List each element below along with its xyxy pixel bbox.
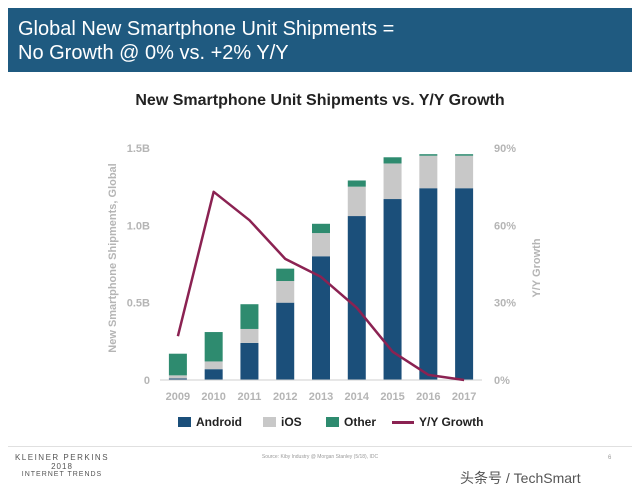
bar-ios-2011 [240, 328, 259, 343]
bar-ios-2014 [347, 186, 366, 217]
bar-android-2017 [455, 188, 474, 380]
brand-line-1: KLEINER PERKINS [14, 453, 110, 462]
bar-other-2016 [419, 154, 438, 156]
bar-android-2015 [383, 199, 402, 380]
bar-other-2010 [204, 332, 223, 362]
bar-android-2009 [168, 378, 187, 380]
bar-other-2012 [276, 268, 295, 282]
legend-line-yy-growth [392, 420, 414, 424]
bar-other-2011 [240, 304, 259, 329]
x-tick-label: 2009 [166, 391, 190, 403]
bar-ios-2010 [204, 361, 223, 370]
y-tick-label: 1.5B [127, 143, 150, 155]
bar-ios-2015 [383, 163, 402, 200]
y-tick-label: 0 [144, 375, 150, 387]
bar-ios-2017 [455, 155, 474, 189]
brand-line-3: INTERNET TRENDS [21, 471, 103, 478]
bar-android-2011 [240, 342, 259, 380]
bar-android-2010 [204, 369, 223, 380]
x-tick-label: 2017 [452, 391, 476, 403]
legend-swatch-other [326, 417, 339, 427]
bar-other-2014 [347, 180, 366, 187]
bar-ios-2016 [419, 155, 438, 189]
bar-android-2012 [276, 302, 295, 380]
y2-tick-label: 60% [494, 220, 516, 232]
bar-android-2013 [312, 256, 330, 380]
bar-ios-2009 [168, 375, 187, 379]
source-note: Source: Kiby Industry @ Morgan Stanley (… [261, 454, 379, 460]
bar-android-2014 [347, 216, 366, 380]
y-tick-label: 0.5B [127, 298, 150, 310]
legend-label-other: Other [344, 415, 377, 429]
legend-item-android: Android [178, 413, 242, 431]
slide-title-line-2: No Growth @ 0% vs. +2% Y/Y [18, 42, 289, 64]
bar-ios-2013 [312, 233, 330, 257]
bar-other-2015 [383, 157, 402, 164]
x-tick-label: 2013 [309, 391, 333, 403]
bar-ios-2012 [276, 281, 295, 303]
y2-tick-label: 0% [494, 375, 510, 387]
bar-other-2013 [312, 223, 330, 234]
y-axis-title: New Smartphone Shipments, Global [107, 163, 119, 352]
yy-growth-line [176, 190, 465, 382]
brand-line-2: 2018 [51, 462, 73, 471]
chart-legend: Android iOS Other Y/Y Growth [0, 413, 640, 431]
x-tick-label: 2010 [201, 391, 225, 403]
bar-android-2016 [419, 188, 438, 380]
x-tick-label: 2014 [345, 391, 370, 403]
slide-header: Global New Smartphone Unit Shipments = N… [8, 8, 632, 72]
legend-item-ios: iOS [263, 413, 302, 431]
x-tick-label: 2012 [273, 391, 297, 403]
legend-label-yy-growth: Y/Y Growth [419, 415, 484, 429]
footer-divider [8, 446, 632, 447]
x-tick-label: 2016 [416, 391, 440, 403]
legend-swatch-ios [263, 417, 276, 427]
x-tick-label: 2011 [238, 391, 262, 403]
chart-title: New Smartphone Unit Shipments vs. Y/Y Gr… [135, 92, 505, 109]
y2-tick-label: 30% [494, 298, 516, 310]
page-number: 6 [608, 455, 612, 461]
y2-axis-title: Y/Y Growth [531, 238, 543, 297]
legend-item-yy-growth: Y/Y Growth [392, 413, 483, 431]
legend-label-ios: iOS [281, 415, 302, 429]
y2-tick-label: 90% [494, 143, 516, 155]
legend-swatch-android [178, 417, 191, 427]
watermark: 头条号 / TechSmart [460, 470, 581, 486]
x-tick-label: 2015 [380, 391, 404, 403]
slide-title-line-1: Global New Smartphone Unit Shipments = [18, 18, 395, 40]
brand-logo: KLEINER PERKINS 2018 INTERNET TRENDS [12, 453, 112, 478]
legend-item-other: Other [326, 413, 376, 431]
bar-other-2009 [168, 353, 187, 376]
legend-label-android: Android [196, 415, 242, 429]
bar-other-2017 [455, 154, 474, 156]
y-tick-label: 1.0B [127, 220, 150, 232]
